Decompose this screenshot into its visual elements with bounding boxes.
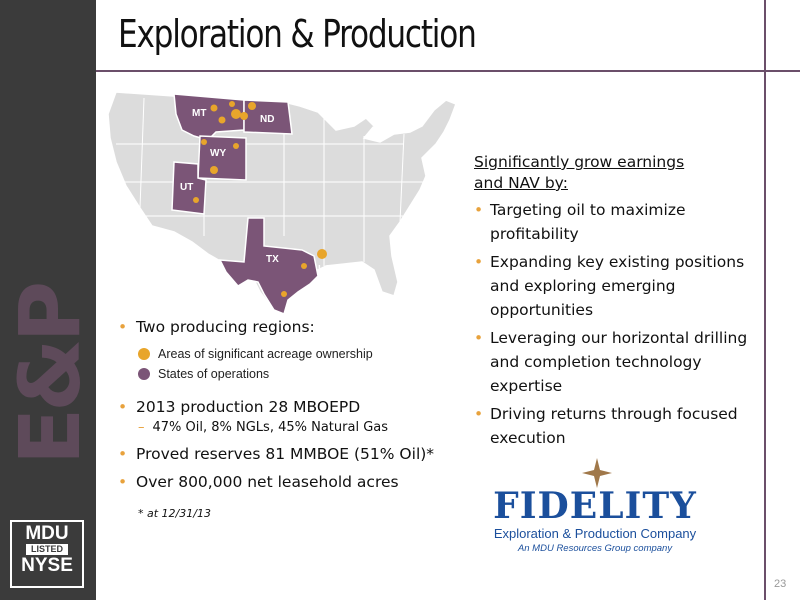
legend-operations: States of operations [138,364,476,384]
vertical-divider [764,0,766,600]
bullet-production: 2013 production 28 MBOEPD [116,398,476,416]
badge-line1: MDU [25,523,69,544]
page-number: 23 [774,578,787,590]
title-underline [96,70,800,72]
label-mt: MT [192,108,206,119]
acreage-dot [210,166,218,174]
label-nd: ND [260,114,274,125]
acreage-dot [193,197,199,203]
right-bullet-1: Targeting oil to maximize profitability [474,198,760,246]
left-column: Two producing regions: Areas of signific… [116,318,476,520]
acreage-dot [231,109,241,119]
acreage-dot [248,102,256,110]
state-north-dakota [243,99,293,135]
logo-name: FIDELITY [493,485,697,527]
footnote: * at 12/31/13 [138,507,211,520]
legend-acreage-label: Areas of significant acreage ownership [158,347,373,361]
star-icon [582,458,612,488]
state-texas [218,217,319,316]
right-heading-line1: Significantly grow earnings [474,153,685,171]
acreage-dot [201,139,207,145]
dash-icon: – [138,420,145,435]
sub-bullet-mix-text: 47% Oil, 8% NGLs, 45% Natural Gas [152,420,389,435]
acreage-dot [218,116,226,124]
logo-subline: An MDU Resources Group company [517,543,673,554]
right-column: Significantly grow earnings and NAV by: … [474,152,760,450]
right-heading-line2: and NAV by: [474,174,568,192]
bullet-acres: Over 800,000 net leasehold acres [116,473,476,491]
label-tx: TX [266,254,279,265]
logo-tagline: Exploration & Production Company [493,526,697,541]
mdu-nyse-badge: MDU LISTED NYSE [10,520,84,588]
acreage-dot [317,249,327,259]
operations-legend-icon [138,368,150,380]
sidebar: E&P MDU LISTED NYSE [0,0,99,600]
legend-operations-label: States of operations [158,367,270,381]
bullet-reserves: Proved reserves 81 MMBOE (51% Oil)* [116,445,476,463]
badge-line2: LISTED [26,544,68,555]
acreage-dot [301,263,307,269]
label-wy: WY [210,148,226,159]
acreage-legend-icon [138,348,150,360]
acreage-dot [229,101,235,107]
acreage-dot [233,143,239,149]
label-la: LA [318,264,331,275]
right-bullet-2: Expanding key existing positions and exp… [474,250,760,322]
label-ut: UT [180,182,193,193]
right-bullet-4: Driving returns through focused executio… [474,402,760,450]
badge-line3: NYSE [21,555,73,576]
acreage-dot [281,291,287,297]
legend-acreage: Areas of significant acreage ownership [138,344,476,364]
acreage-dot [240,112,248,120]
acreage-dot [210,104,218,112]
us-map: MT ND WY UT TX LA [104,86,457,316]
side-label: E&P [1,284,99,466]
sub-bullet-mix: –47% Oil, 8% NGLs, 45% Natural Gas [116,420,476,435]
right-bullet-3: Leveraging our horizontal drilling and c… [474,326,760,398]
page-title: Exploration & Production [118,12,477,56]
map-legend: Areas of significant acreage ownership S… [138,344,476,384]
us-outline [107,91,457,313]
fidelity-logo: FIDELITY Exploration & Production Compan… [490,458,700,558]
bullet-regions: Two producing regions: [116,318,476,336]
